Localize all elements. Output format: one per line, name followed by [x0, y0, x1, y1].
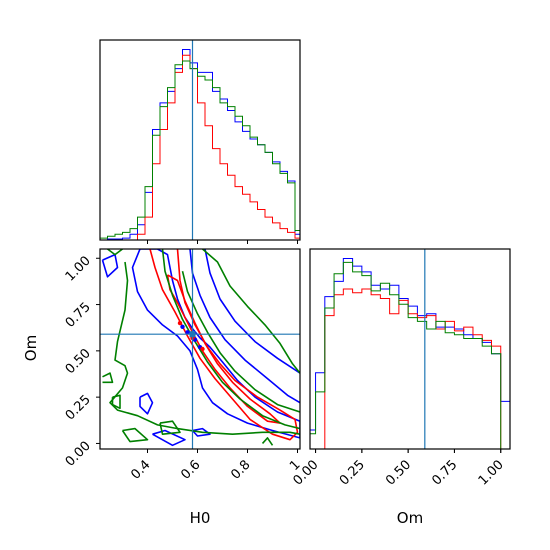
joint-contour-5 — [152, 429, 186, 447]
h0-hist-series-2 — [100, 60, 300, 240]
y-axis-label-om: Om — [22, 335, 40, 361]
h0-hist-plot-area — [100, 40, 300, 240]
joint-y-tick-label-2: 0.50 — [63, 346, 94, 377]
joint-truth-marker — [189, 331, 196, 338]
joint-contour-17 — [159, 420, 181, 435]
h0-hist-series-1 — [100, 54, 300, 240]
joint-contour-15 — [111, 394, 121, 410]
joint-contour-10 — [109, 261, 300, 435]
joint-x-tick-label-2: 0.8 — [228, 457, 253, 482]
om-hist-frame — [309, 248, 511, 450]
joint-y-tick-label-4: 1.00 — [63, 253, 94, 284]
joint-x-tick-label-0: 0.4 — [128, 457, 153, 482]
joint-contour-6 — [191, 427, 211, 437]
joint-contour-1 — [189, 249, 300, 404]
joint-y-tick-label-1: 0.25 — [63, 392, 94, 423]
om-hist-x-tick-label-2: 0.50 — [383, 457, 414, 488]
joint-contour-8 — [166, 274, 281, 424]
joint-y-tick-label-0: 0.00 — [63, 439, 94, 470]
joint-contour-12 — [161, 249, 300, 430]
joint-contour-16 — [121, 427, 149, 443]
joint-x-tick-label-1: 0.6 — [178, 457, 203, 482]
joint-marker-1-0 — [177, 320, 183, 326]
om-histogram-panel: 0.00 0.25 0.50 0.75 1.00 — [291, 248, 511, 489]
joint-contour-14 — [102, 372, 114, 384]
om-hist-series-1 — [310, 288, 510, 449]
joint-contour-11 — [201, 249, 300, 374]
h0-hist-series-0 — [100, 49, 300, 240]
om-hist-x-tick-label-4: 1.00 — [476, 457, 507, 488]
joint-contour-panel: 0.4 0.6 0.8 10.000.250.500.751.00 — [63, 248, 304, 483]
joint-plot-area — [100, 249, 300, 449]
joint-marker-0-1 — [185, 330, 190, 335]
joint-contour-2 — [204, 249, 300, 374]
om-hist-x-tick-label-1: 0.25 — [337, 457, 368, 488]
joint-marker-0-0 — [180, 324, 185, 329]
om-hist-plot-area — [310, 249, 510, 449]
om-hist-x-tick-label-3: 0.75 — [429, 457, 460, 488]
joint-contour-13 — [181, 271, 300, 413]
joint-contour-3 — [101, 253, 119, 278]
x-axis-label-om: Om — [397, 509, 423, 527]
joint-marker-1-2 — [200, 346, 205, 352]
h0-histogram-panel — [99, 39, 301, 244]
joint-y-tick-label-3: 0.75 — [63, 300, 94, 331]
h0-hist-frame — [99, 39, 301, 241]
joint-frame — [99, 248, 301, 450]
om-hist-series-0 — [310, 258, 510, 449]
joint-contour-4 — [139, 392, 154, 415]
joint-contour-0 — [131, 249, 300, 439]
joint-contour-9 — [107, 249, 123, 256]
om-hist-series-2 — [310, 261, 510, 449]
joint-contour-18 — [261, 437, 274, 446]
x-axis-label-h0: H0 — [190, 509, 211, 527]
